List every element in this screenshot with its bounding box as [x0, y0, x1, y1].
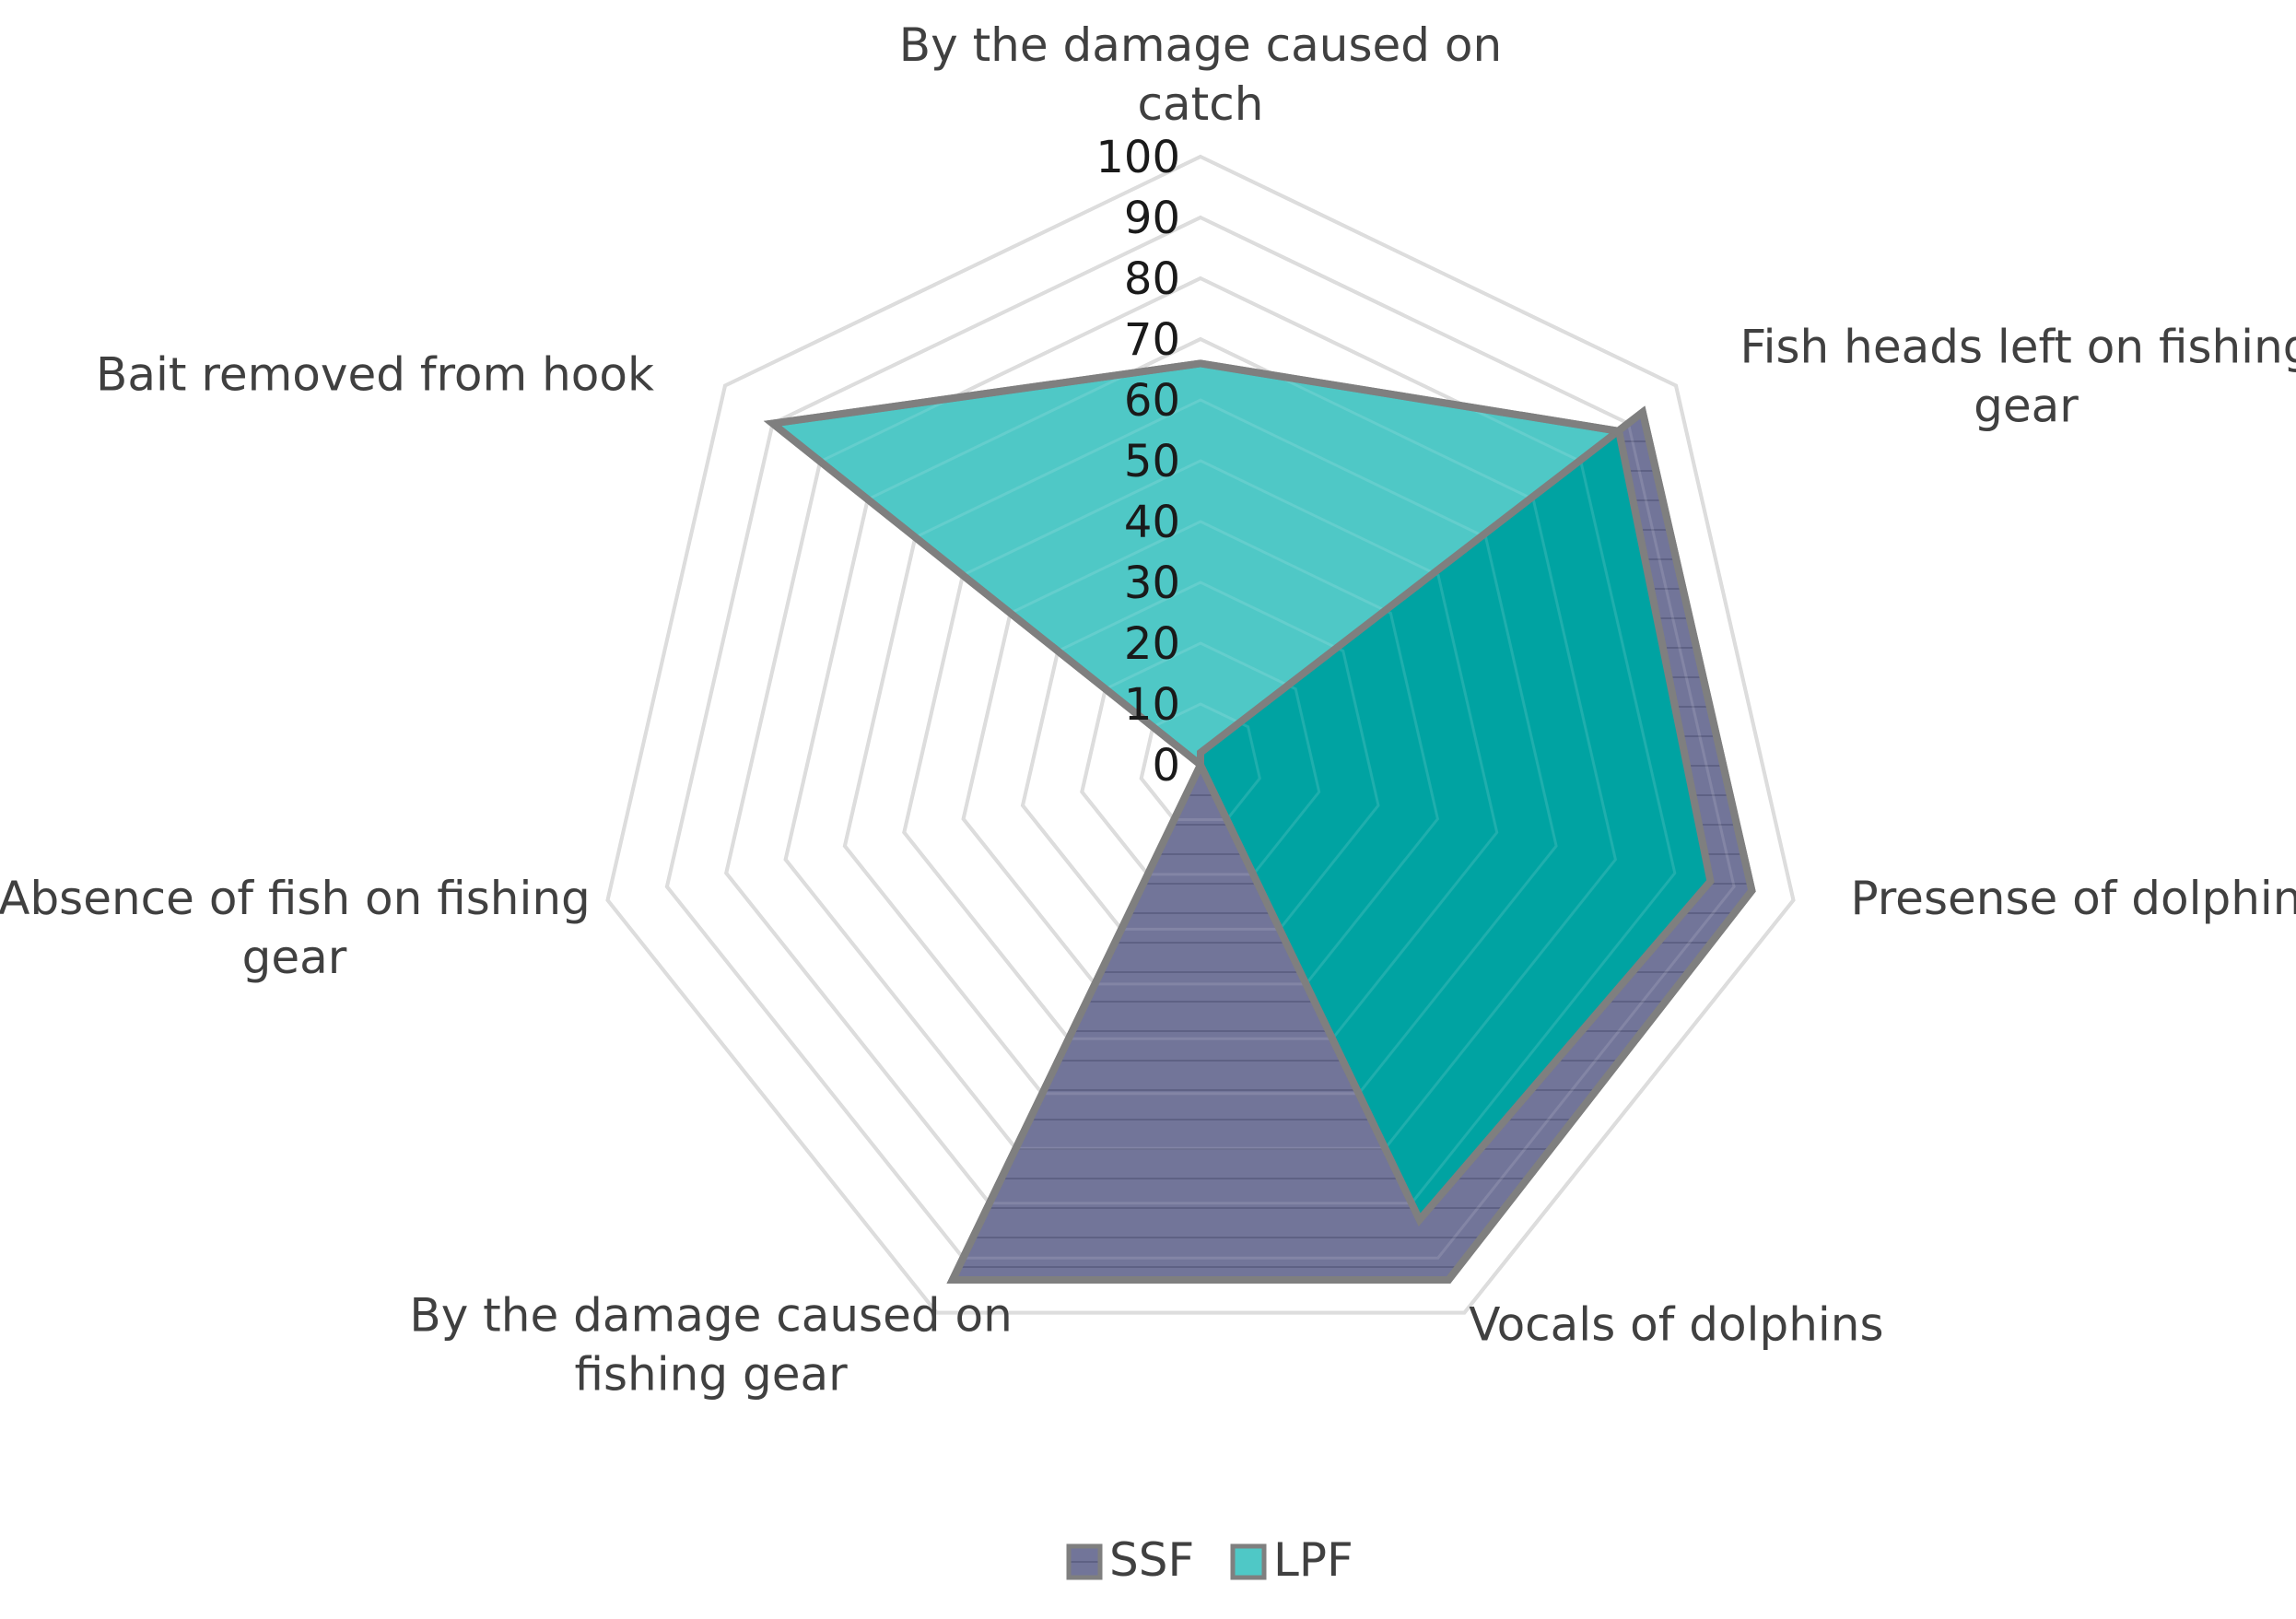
radial-tick-label: 10	[1124, 679, 1180, 731]
radial-tick-label: 50	[1124, 436, 1180, 487]
grid-ring-overlay	[724, 276, 1677, 1205]
grid-ring-overlay	[902, 459, 1499, 1040]
grid-ring-overlay	[605, 155, 1796, 1315]
category-label: Bait removed from hook	[96, 348, 654, 402]
legend-swatch-ssf	[1066, 1543, 1103, 1580]
grid-ring-overlay	[1021, 581, 1380, 931]
category-label: fishing gear	[575, 1348, 849, 1402]
radial-tick-label: 60	[1124, 375, 1180, 427]
grid-ring-overlay	[843, 398, 1558, 1096]
radial-tick-label: 80	[1124, 253, 1180, 305]
radial-tick-labels: 0 10 20 30 40 50 60 70 80 90 100	[1095, 132, 1180, 792]
category-label: Absence of fish on fishing	[0, 872, 591, 925]
series-lpf-outline	[763, 359, 1715, 1226]
radial-tick-label: 100	[1095, 132, 1180, 183]
radial-tick-label: 30	[1124, 557, 1180, 609]
legend-swatch-lpf	[1230, 1543, 1267, 1580]
grid-ring-overlay	[783, 337, 1618, 1150]
radial-tick-label: 0	[1152, 740, 1180, 792]
radial-tick-label: 70	[1124, 314, 1180, 366]
category-label: gear	[242, 931, 347, 984]
radial-tick-label: 90	[1124, 193, 1180, 244]
grid-ring-overlay	[1080, 641, 1321, 876]
category-label: gear	[1974, 380, 2079, 433]
legend-label-lpf: LPF	[1273, 1533, 1353, 1587]
category-label: Vocals of dolphins	[1469, 1298, 1883, 1352]
grid-ring	[605, 154, 1796, 1315]
category-label: By the damage caused on	[899, 18, 1502, 72]
category-label: Presense of dolphins	[1850, 872, 2296, 925]
radial-tick-label: 20	[1124, 618, 1180, 670]
category-label: By the damage caused on	[409, 1289, 1012, 1343]
legend-label-ssf: SSF	[1109, 1533, 1194, 1587]
radial-tick-label: 40	[1124, 497, 1180, 548]
legend: SSF LPF	[1066, 1533, 1353, 1587]
grid-ring-overlay	[665, 216, 1736, 1260]
category-label: catch	[1138, 77, 1264, 131]
series-layer	[605, 155, 1796, 1315]
category-label: Fish heads left on fishing	[1740, 321, 2296, 374]
grid-ring-overlay	[1140, 702, 1261, 821]
grid-ring-overlay	[961, 520, 1440, 986]
